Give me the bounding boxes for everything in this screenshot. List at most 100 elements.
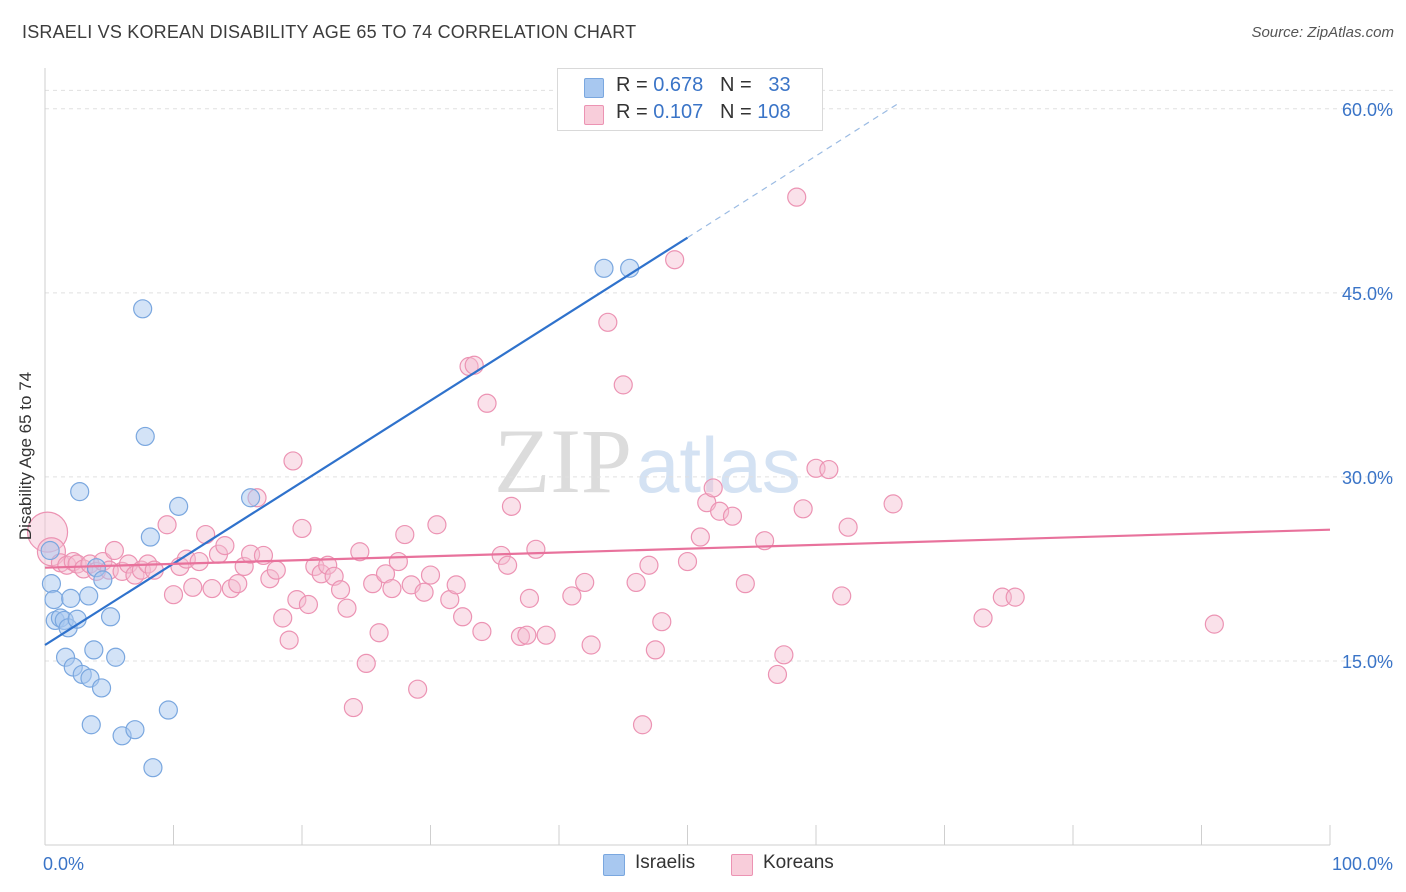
- legend-n-label: N =: [719, 74, 758, 96]
- korean-point: [626, 572, 646, 593]
- israeli-point: [81, 715, 101, 735]
- israeli-swatch: [584, 78, 604, 98]
- israeli-trend-line: [44, 236, 689, 646]
- korean-point: [202, 578, 222, 599]
- legend-r-value: 0.678: [653, 74, 704, 96]
- korean-point: [477, 393, 497, 413]
- x-tick-label: 0.0%: [43, 854, 84, 874]
- korean-trend-line: [44, 528, 1331, 569]
- korean-point: [517, 625, 537, 645]
- korean-point: [536, 625, 556, 645]
- source-label: Source: ZipAtlas.com: [1251, 24, 1394, 41]
- korean-point: [287, 590, 307, 610]
- israeli-point: [61, 588, 81, 608]
- korean-point: [215, 536, 235, 556]
- korean-swatch: [584, 105, 604, 125]
- israeli-point: [100, 607, 121, 627]
- korean-point: [665, 250, 685, 270]
- korean-point: [189, 551, 209, 572]
- korean-point: [832, 586, 852, 606]
- korean-point: [427, 515, 447, 535]
- israeli-point: [93, 570, 113, 590]
- korean-point: [453, 607, 473, 627]
- legend-r-value: 0.107: [653, 101, 704, 123]
- korean-point: [838, 517, 858, 537]
- israeli-point: [158, 700, 178, 720]
- tick-labels: 15.0% 30.0% 45.0% 60.0% 0.0% 100.0%: [43, 100, 1393, 874]
- korean-point: [253, 545, 274, 566]
- korean-point: [183, 577, 203, 597]
- x-tick-label: 100.0%: [1332, 854, 1393, 874]
- korean-point: [279, 630, 299, 650]
- korean-point: [388, 551, 408, 572]
- korean-point: [510, 626, 531, 647]
- axes: [44, 68, 1331, 846]
- korean-point: [767, 664, 788, 685]
- korean-point: [420, 565, 441, 585]
- legend-n-value: 108: [757, 101, 791, 123]
- korean-point: [283, 451, 303, 471]
- israeli-point: [241, 488, 261, 508]
- israeli-point: [106, 647, 126, 667]
- korean-point: [369, 623, 389, 643]
- korean-point: [1204, 614, 1224, 634]
- korean-point: [221, 578, 241, 599]
- korean-point: [498, 555, 518, 575]
- legend-r-label: R =: [616, 74, 654, 96]
- korean-point: [343, 697, 363, 718]
- korean-point: [774, 645, 794, 665]
- israeli-point: [140, 527, 160, 547]
- y-tick-label: 60.0%: [1342, 100, 1393, 120]
- korean-point: [598, 312, 618, 332]
- israeli-trend-extension: [687, 102, 900, 239]
- y-tick-label: 30.0%: [1342, 468, 1393, 488]
- israeli-point: [79, 586, 99, 606]
- korean-point: [735, 574, 755, 594]
- korean-point: [196, 524, 216, 545]
- israeli-point: [41, 574, 62, 594]
- korean-point: [690, 527, 710, 547]
- legend-n-value: 33: [768, 74, 791, 96]
- korean-point: [1005, 587, 1025, 607]
- korean-point: [395, 524, 415, 545]
- korean-point: [722, 506, 743, 526]
- chart-title: ISRAELI VS KOREAN DISABILITY AGE 65 TO 7…: [22, 22, 637, 42]
- israeli-points: [40, 258, 640, 778]
- korean-point: [356, 653, 376, 674]
- israeli-point: [169, 496, 189, 516]
- series-legend: Israelis Koreans: [0, 852, 1406, 876]
- korean-point: [363, 574, 383, 594]
- korean-point: [472, 621, 492, 642]
- korean-point: [973, 608, 993, 628]
- israeli-point: [84, 640, 104, 660]
- korean-point: [318, 555, 338, 575]
- legend-r-label: R =: [616, 101, 654, 123]
- legend-n-label: N =: [719, 101, 758, 123]
- korean-point: [266, 560, 286, 580]
- israeli-point: [91, 678, 112, 698]
- korean-point: [819, 459, 839, 480]
- israeli-point: [133, 299, 153, 319]
- watermark: ZIP atlas: [494, 410, 801, 512]
- y-axis-label: Disability Age 65 to 74: [16, 371, 35, 541]
- korean-point: [157, 515, 177, 535]
- korean-point: [408, 679, 428, 699]
- korean-swatch: [731, 854, 753, 876]
- korean-point: [464, 355, 484, 375]
- korean-point: [382, 578, 402, 599]
- y-tick-label: 15.0%: [1342, 652, 1393, 672]
- y-tick-label: 45.0%: [1342, 284, 1393, 304]
- korean-point: [883, 494, 903, 514]
- israeli-point: [40, 540, 60, 561]
- korean-point: [793, 499, 813, 519]
- korean-point: [652, 612, 672, 632]
- israeli-swatch: [603, 854, 625, 876]
- israeli-point: [594, 258, 614, 278]
- korean-point: [112, 561, 132, 581]
- korean-point: [703, 478, 723, 498]
- korean-point: [330, 580, 351, 600]
- korean-points: [26, 187, 1224, 735]
- israeli-point: [135, 426, 155, 447]
- korean-point: [710, 501, 730, 521]
